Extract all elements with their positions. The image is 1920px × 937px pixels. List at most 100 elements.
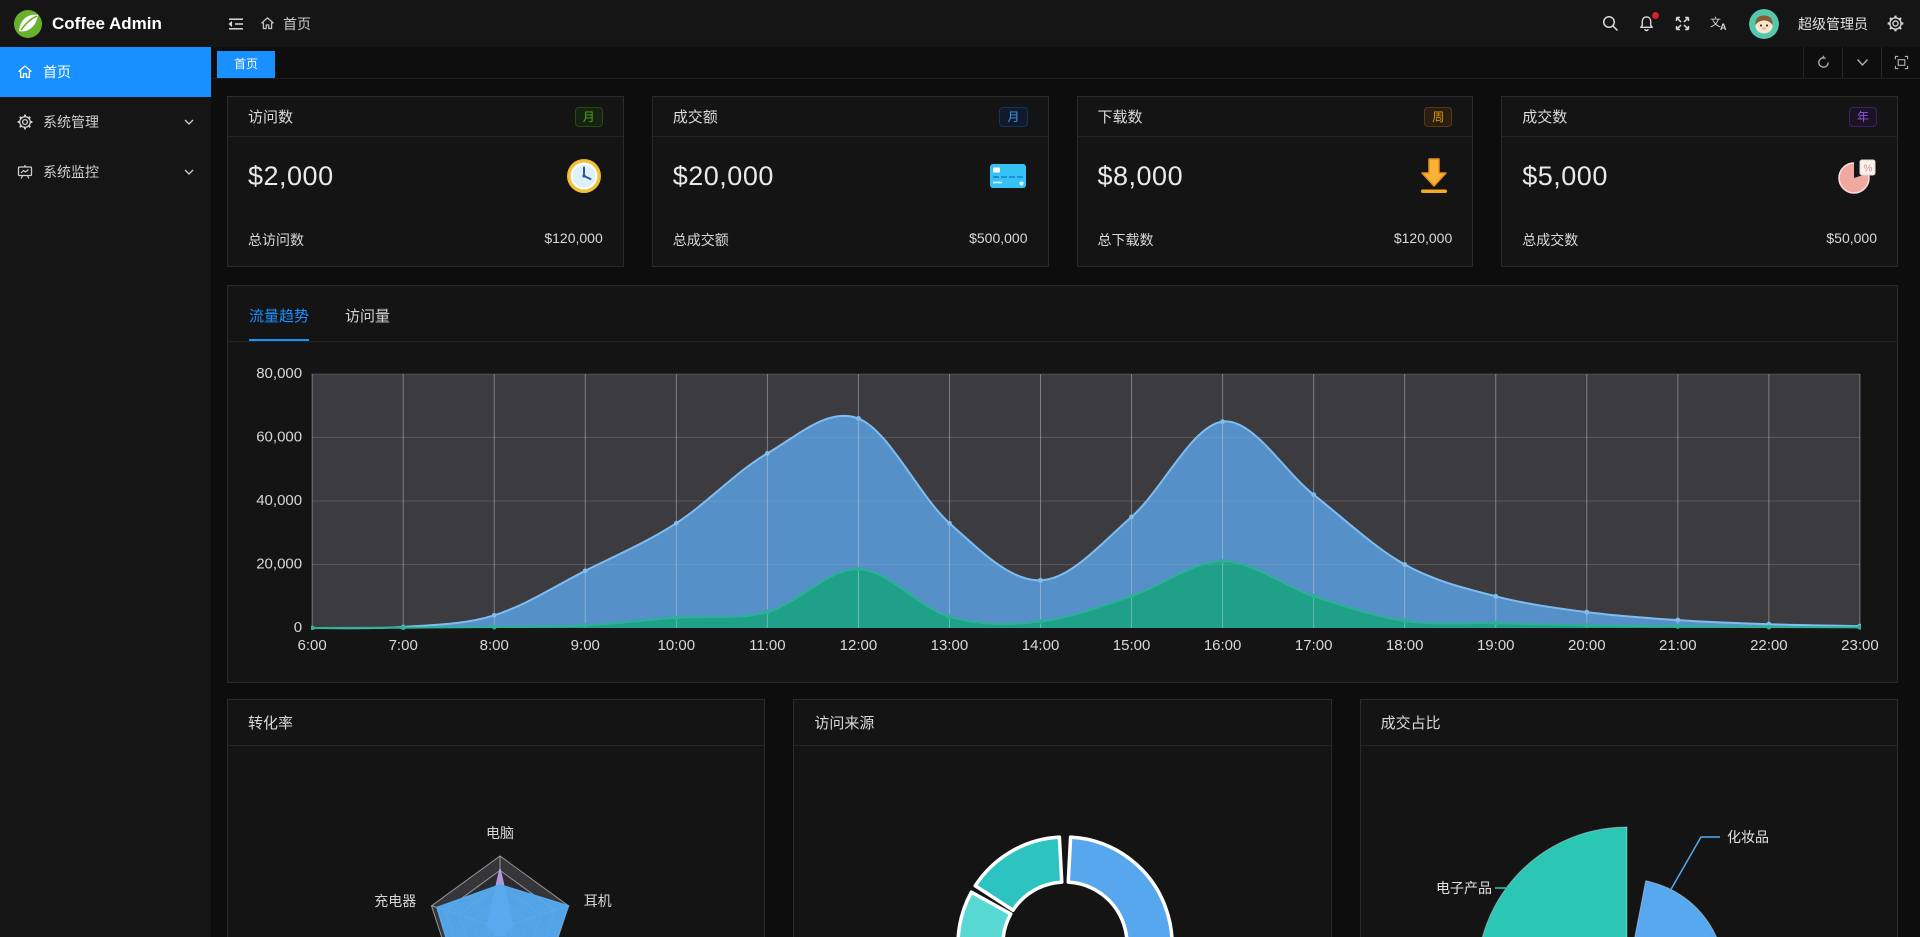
sidebar-item-system-management[interactable]: 系统管理 [0,97,211,147]
stat-card-turnover: 成交额 月 $20,000 [651,96,1049,267]
card-footer-label: 总下载数 [1097,232,1154,248]
visit-source-panel: 访问来源 [793,699,1332,937]
svg-text:0: 0 [294,619,302,636]
traffic-trend-area-chart[interactable]: 0 20,000 40,000 60,000 80,000 6:00 7:00 8:00 9:0… [228,342,1897,682]
chevron-down-icon [184,169,194,175]
stat-card-downloads: 下载数 周 $8,000 总下载数 $120,000 [1076,96,1474,267]
tab-visit-volume[interactable]: 访问量 [345,308,391,325]
svg-text:7:00: 7:00 [389,637,418,654]
svg-text:15:00: 15:00 [1113,637,1151,654]
sidebar-item-system-monitor[interactable]: 系统监控 [0,147,211,197]
panel-title: 访问来源 [814,715,875,732]
svg-text:电子产品: 电子产品 [1436,880,1492,896]
svg-text:17:00: 17:00 [1295,637,1333,654]
svg-text:18:00: 18:00 [1386,637,1424,654]
stat-cards-row: 访问数 月 $2,000 总访问数 [227,96,1898,267]
maximize-icon[interactable] [1881,47,1920,78]
brand[interactable]: Coffee Admin [0,0,211,47]
card-value: $5,000 [1522,160,1608,191]
home-icon [18,65,32,78]
chevron-down-icon [184,119,194,125]
username[interactable]: 超级管理员 [1798,15,1868,32]
svg-text:12:00: 12:00 [840,637,878,654]
avatar[interactable] [1749,8,1779,39]
card-footer-value: $120,000 [544,230,603,246]
panel-title: 成交占比 [1380,715,1441,732]
panel-title: 转化率 [248,715,294,732]
deal-share-rose-chart[interactable]: 电子产品 化妆品 [1361,746,1897,937]
search-icon[interactable] [1602,15,1619,32]
tabbar: 首页 [211,47,1920,79]
svg-text:充电器: 充电器 [374,893,416,909]
gear-icon[interactable] [1887,15,1904,32]
refresh-icon[interactable] [1803,47,1842,78]
svg-text:80,000: 80,000 [256,365,302,382]
svg-text:6:00: 6:00 [298,637,327,654]
bottom-panels-row: 转化率 电脑 耳机 充电器 访问来源 成交占比 电子产品 化妆品 [227,699,1898,937]
period-badge[interactable]: 周 [1424,106,1453,127]
svg-text:40,000: 40,000 [256,492,302,509]
svg-text:9:00: 9:00 [571,637,600,654]
card-value: $8,000 [1097,160,1184,191]
svg-text:13:00: 13:00 [931,637,969,654]
card-footer-value: $120,000 [1393,230,1453,246]
svg-text:8:00: 8:00 [480,637,509,654]
svg-text:19:00: 19:00 [1477,637,1515,654]
topbar: 首页 [211,0,1920,47]
sidebar-item-label: 首页 [43,64,71,80]
sidebar-item-home[interactable]: 首页 [0,47,211,97]
bank-card-icon [989,164,1026,188]
topbar-actions: 文 A 超级管理员 [1602,8,1904,39]
tab-home[interactable]: 首页 [217,51,276,78]
period-badge[interactable]: 月 [999,106,1028,127]
period-badge[interactable]: 年 [1848,106,1877,127]
card-title: 成交数 [1522,109,1568,126]
pie-icon: % [1838,159,1876,194]
download-icon [1421,158,1448,193]
bell-icon[interactable] [1638,12,1659,32]
card-title: 下载数 [1097,109,1143,126]
svg-text:11:00: 11:00 [749,637,785,654]
svg-text:文: 文 [1710,15,1721,29]
svg-text:22:00: 22:00 [1750,637,1788,654]
card-footer-value: $500,000 [969,230,1028,246]
svg-text:A: A [1720,22,1727,32]
svg-text:20,000: 20,000 [256,555,302,572]
content: 访问数 月 $2,000 总访问数 [211,79,1920,937]
sidebar-item-label: 系统监控 [43,164,99,180]
translate-icon[interactable]: 文 A [1710,15,1730,32]
svg-text:20:00: 20:00 [1568,637,1606,654]
trend-panel: 流量趋势 访问量 0 20,000 40,000 60,000 80,000 6:00 7:… [227,285,1898,683]
sidebar-item-label: 系统管理 [43,114,99,130]
svg-text:化妆品: 化妆品 [1727,829,1769,845]
menu-fold-icon[interactable] [227,16,244,32]
tab-traffic-trend[interactable]: 流量趋势 [249,305,310,341]
svg-text:16:00: 16:00 [1204,637,1242,654]
svg-text:14:00: 14:00 [1022,637,1060,654]
trend-tabs: 流量趋势 访问量 [228,286,1897,342]
svg-text:21:00: 21:00 [1659,637,1697,654]
svg-text:%: % [1864,164,1873,175]
card-title: 成交额 [672,109,718,126]
svg-text:10:00: 10:00 [658,637,696,654]
notification-dot [1652,12,1659,19]
sidebar-menu: 首页 系统管理 [0,47,211,197]
card-footer-value: $50,000 [1826,230,1877,246]
stat-card-deals: 成交数 年 $5,000 % 总成交数 $50 [1501,96,1898,267]
chevron-down-icon[interactable] [1842,47,1881,78]
conversion-panel: 转化率 电脑 耳机 充电器 [227,699,766,937]
visit-source-donut-chart[interactable] [794,746,1330,937]
period-badge[interactable]: 月 [574,106,603,127]
monitor-icon [17,165,33,179]
deal-share-panel: 成交占比 电子产品 化妆品 [1359,699,1898,937]
card-value: $2,000 [248,160,334,191]
breadcrumb[interactable]: 首页 [260,14,311,34]
svg-text:23:00: 23:00 [1841,637,1879,654]
home-icon [261,17,274,30]
tab-controls [1803,47,1920,78]
card-value: $20,000 [672,160,774,191]
fullscreen-icon[interactable] [1674,15,1691,32]
card-footer-label: 总成交数 [1522,232,1579,248]
